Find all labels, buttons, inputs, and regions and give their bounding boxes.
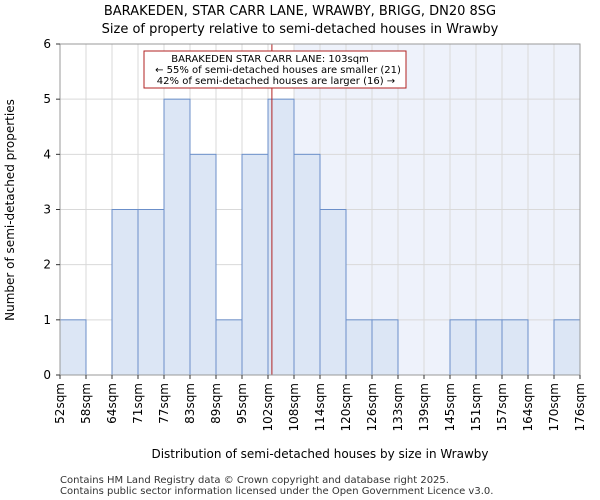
bar — [345, 319, 373, 376]
bar — [371, 319, 399, 376]
x-tick-label: 64sqm — [105, 383, 119, 424]
bar — [59, 319, 87, 376]
y-tick-label: 4 — [43, 147, 51, 161]
chart-title: BARAKEDEN, STAR CARR LANE, WRAWBY, BRIGG… — [104, 4, 496, 19]
x-tick-label: 114sqm — [313, 383, 327, 431]
y-axis-label: Number of semi-detached properties — [3, 99, 17, 321]
x-tick-label: 58sqm — [79, 383, 93, 424]
bar — [501, 319, 529, 376]
x-tick-label: 151sqm — [469, 383, 483, 431]
annotation-frame — [143, 50, 407, 89]
x-tick-label: 120sqm — [339, 383, 353, 431]
annotation-line-1: BARAKEDEN STAR CARR LANE: 103sqm — [171, 54, 369, 65]
bar — [111, 209, 139, 376]
x-tick-label: 145sqm — [443, 383, 457, 431]
y-tick-label: 6 — [43, 37, 51, 51]
chart-subtitle: Size of property relative to semi-detach… — [102, 22, 499, 37]
x-tick-label: 139sqm — [417, 383, 431, 431]
x-tick-label: 71sqm — [131, 383, 145, 424]
y-tick-label: 1 — [43, 313, 51, 327]
x-tick-label: 176sqm — [573, 383, 587, 431]
annotation-line-2: ← 55% of semi-detached houses are smalle… — [155, 65, 401, 76]
bar — [163, 98, 191, 376]
bar — [475, 319, 503, 376]
x-tick-label: 108sqm — [287, 383, 301, 431]
bar — [293, 153, 321, 376]
annotation-box: BARAKEDEN STAR CARR LANE: 103sqm ← 55% o… — [143, 50, 407, 89]
y-tick-label: 0 — [43, 368, 51, 382]
x-axis-label: Distribution of semi-detached houses by … — [151, 447, 488, 461]
y-tick-label: 3 — [43, 203, 51, 217]
bar — [215, 319, 243, 376]
x-tick-label: 52sqm — [53, 383, 67, 424]
bars — [59, 98, 581, 376]
y-tick-label: 5 — [43, 92, 51, 106]
x-tick-label: 126sqm — [365, 383, 379, 431]
x-tick-label: 83sqm — [183, 383, 197, 424]
x-tick-label: 157sqm — [495, 383, 509, 431]
bar — [241, 153, 269, 376]
x-tick-label: 133sqm — [391, 383, 405, 431]
annotation-line-3: 42% of semi-detached houses are larger (… — [157, 76, 395, 87]
bar — [189, 153, 217, 376]
footer-line-2: Contains public sector information licen… — [60, 486, 493, 497]
y-tick-label: 2 — [43, 258, 51, 272]
x-tick-label: 170sqm — [547, 383, 561, 431]
bar — [449, 319, 477, 376]
bar — [319, 209, 347, 376]
x-tick-label: 77sqm — [157, 383, 171, 424]
plot-area: 0 1 2 3 4 5 6 52sqm 58sqm 64sqm 71sqm 77sqm 83sqm 89… — [43, 37, 587, 431]
bar — [137, 209, 165, 376]
x-tick-label: 95sqm — [235, 383, 249, 424]
x-axis-ticks: 52sqm 58sqm 64sqm 71sqm 77sqm 83sqm 89sqm 95sqm… — [53, 375, 587, 431]
y-axis-ticks: 0 1 2 3 4 5 6 — [43, 37, 60, 382]
footer-line-1: Contains HM Land Registry data © Crown c… — [60, 475, 449, 486]
x-tick-label: 102sqm — [261, 383, 275, 431]
x-tick-label: 164sqm — [521, 383, 535, 431]
x-tick-label: 89sqm — [209, 383, 223, 424]
bar — [553, 319, 581, 376]
